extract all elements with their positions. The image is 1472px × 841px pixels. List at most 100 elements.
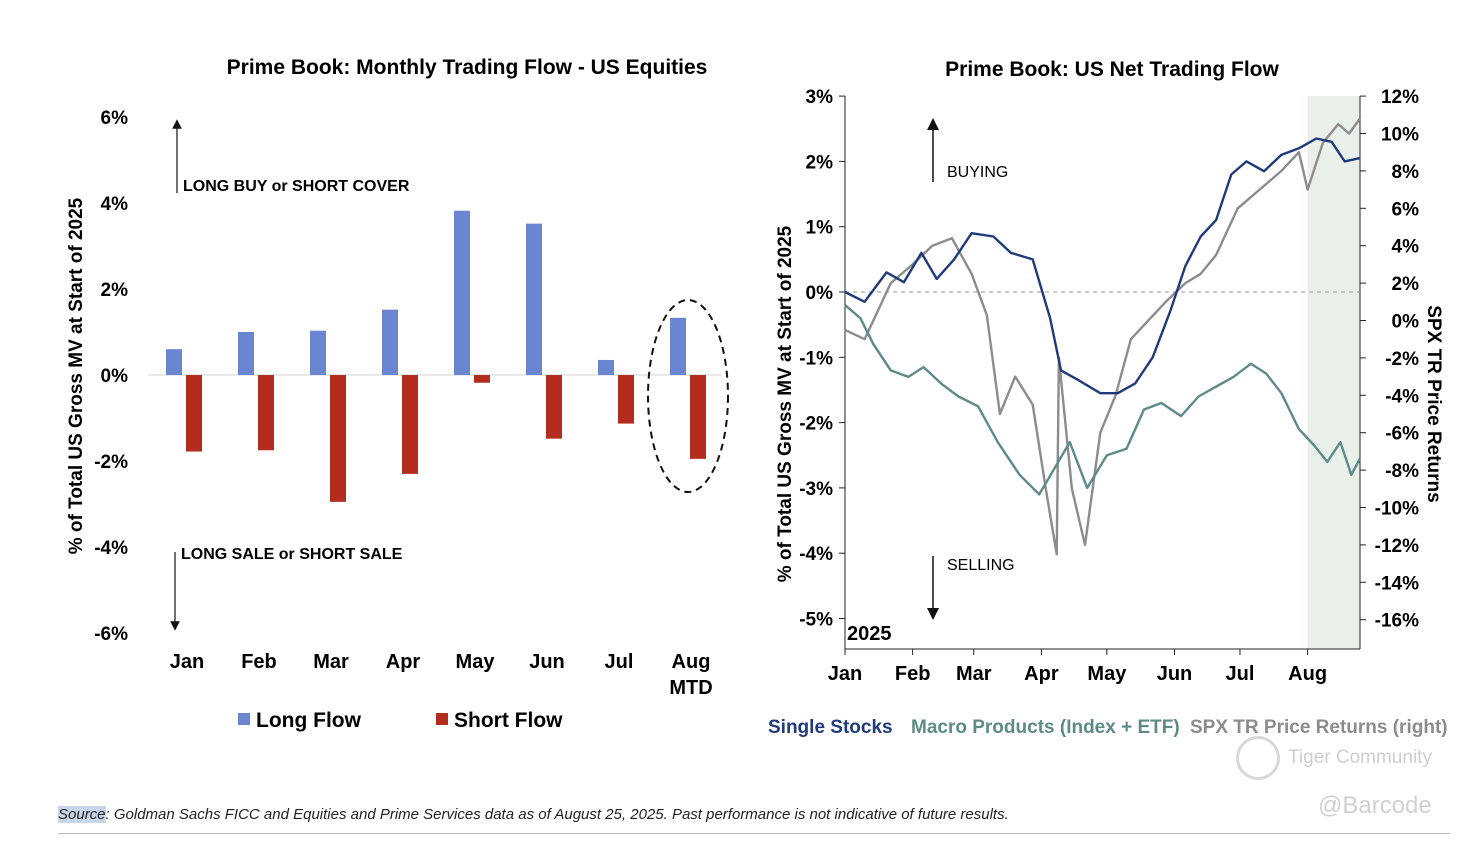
short-flow-bar: [258, 375, 274, 451]
right-x-tick-label: Mar: [956, 663, 992, 685]
right-left-tick-label: 1%: [806, 218, 834, 239]
short-flow-bar: [546, 375, 562, 439]
source-prefix: Source: [58, 806, 106, 823]
long-buy-annotation: LONG BUY or SHORT COVER: [183, 178, 410, 195]
left-bars: [166, 210, 706, 502]
right-left-tick-marks: [839, 95, 845, 619]
right-x-tick-label: Apr: [1024, 663, 1059, 685]
right-left-tick-label: -3%: [799, 479, 833, 500]
right-right-tick-label: -16%: [1375, 611, 1419, 632]
short-flow-bar: [330, 375, 346, 502]
right-x-tick-label: Aug: [1288, 663, 1327, 685]
legend-macro-products: Macro Products (Index + ETF): [911, 717, 1180, 738]
right-left-ticks: 3% 2% 1% 0% -1% -2% -3% -4% -5%: [799, 87, 833, 630]
left-chart-title: Prime Book: Monthly Trading Flow - US Eq…: [227, 56, 708, 79]
long-flow-bar: [238, 332, 254, 375]
right-x-ticks: Jan Feb Mar Apr May Jun Jul Aug: [828, 649, 1327, 685]
spx-returns-line: [844, 117, 1361, 556]
right-right-tick-label: 6%: [1392, 199, 1420, 220]
right-left-tick-label: -5%: [799, 610, 833, 631]
right-x-tick-label: Jun: [1157, 663, 1193, 685]
left-x-ticks: Jan Feb Mar Apr May Jun Jul Aug MTD: [170, 651, 713, 699]
short-flow-bar: [618, 375, 634, 424]
long-sale-annotation: LONG SALE or SHORT SALE: [181, 546, 403, 563]
left-x-tick-label: May: [456, 651, 496, 673]
long-flow-bar: [526, 223, 542, 375]
legend-spx-returns: SPX TR Price Returns (right): [1190, 717, 1448, 738]
right-right-tick-label: -12%: [1375, 536, 1419, 557]
left-x-tick-label: MTD: [669, 677, 712, 699]
short-flow-bar: [402, 375, 418, 474]
source-divider: [58, 833, 1450, 834]
net-flow-chart: Prime Book: US Net Trading Flow 3% 2% 1% 0%…: [768, 58, 1448, 738]
left-y-tick-label: 2%: [101, 280, 129, 301]
right-right-tick-label: -6%: [1385, 424, 1419, 445]
short-flow-bar: [474, 375, 490, 383]
right-x-tick-label: Jul: [1226, 663, 1255, 685]
source-note: Source: Goldman Sachs FICC and Equities …: [58, 806, 1009, 823]
right-x-tick-label: May: [1087, 663, 1127, 685]
left-x-tick-label: Jul: [605, 651, 634, 673]
august-shaded-region: [1307, 96, 1360, 649]
left-x-tick-label: Jan: [170, 651, 204, 673]
right-left-tick-label: -1%: [799, 348, 833, 369]
legend-long-swatch: [238, 713, 250, 725]
right-left-tick-label: 3%: [806, 87, 834, 108]
left-y-tick-label: 0%: [101, 366, 129, 387]
left-y-ticks: 6% 4% 2% 0% -2% -4% -6%: [94, 108, 128, 645]
left-y-tick-label: 6%: [101, 108, 129, 129]
right-x-tick-label: Feb: [895, 663, 931, 685]
legend-short-swatch: [436, 713, 448, 725]
aug-highlight-ellipse: [647, 299, 729, 493]
left-y-tick-label: -4%: [94, 538, 128, 559]
long-flow-bar: [382, 309, 398, 375]
right-left-tick-label: -2%: [799, 414, 833, 435]
long-flow-bar: [670, 317, 686, 375]
right-y-axis-label: % of Total US Gross MV at Start of 2025: [775, 225, 796, 582]
selling-label: SELLING: [947, 557, 1015, 574]
right-chart-title: Prime Book: US Net Trading Flow: [945, 58, 1279, 81]
right-right-tick-label: 2%: [1392, 274, 1420, 295]
long-flow-bar: [166, 349, 182, 375]
buying-label: BUYING: [947, 164, 1008, 181]
left-y-tick-label: -2%: [94, 452, 128, 473]
right-right-tick-label: 0%: [1392, 312, 1420, 333]
right-right-tick-label: -14%: [1375, 573, 1419, 594]
right-right-tick-label: 4%: [1392, 237, 1420, 258]
long-flow-bar: [454, 210, 470, 375]
monthly-flow-chart: Prime Book: Monthly Trading Flow - US Eq…: [66, 56, 729, 732]
short-flow-bar: [690, 375, 706, 459]
legend-short-label: Short Flow: [454, 709, 563, 732]
macro-products-line: [844, 304, 1362, 496]
left-y-tick-label: -6%: [94, 624, 128, 645]
barcode-watermark: @Barcode: [1318, 792, 1432, 819]
single-stocks-line: [844, 137, 1361, 395]
long-flow-bar: [310, 330, 326, 375]
legend-long-label: Long Flow: [256, 709, 362, 732]
source-text: : Goldman Sachs FICC and Equities and Pr…: [105, 806, 1009, 823]
right-left-tick-label: 0%: [806, 283, 834, 304]
right-right-tick-label: -4%: [1385, 386, 1419, 407]
right-x-tick-label: Jan: [828, 663, 862, 685]
left-x-tick-label: Apr: [386, 651, 421, 673]
long-flow-bar: [598, 359, 614, 375]
legend-single-stocks: Single Stocks: [768, 717, 893, 738]
left-x-tick-label: Jun: [529, 651, 565, 673]
tiger-logo-icon: [1236, 736, 1280, 780]
right-left-tick-label: 2%: [806, 152, 834, 173]
left-x-tick-label: Feb: [241, 651, 277, 673]
left-x-tick-label: Mar: [313, 651, 349, 673]
watermark-community-text: Tiger Community: [1288, 747, 1432, 768]
left-x-tick-label: Aug: [672, 651, 711, 673]
right-secondary-axis-label: SPX TR Price Returns: [1423, 305, 1444, 502]
right-right-tick-label: -8%: [1385, 461, 1419, 482]
right-lines: [844, 117, 1362, 556]
short-flow-bar: [186, 375, 202, 452]
left-y-axis-label: % of Total US Gross MV at Start of 2025: [66, 197, 87, 554]
year-label: 2025: [847, 623, 892, 645]
right-right-tick-label: -10%: [1375, 499, 1419, 520]
left-legend: Long Flow Short Flow: [238, 709, 563, 732]
right-legend: Single Stocks Macro Products (Index + ET…: [768, 717, 1448, 738]
right-right-tick-label: -2%: [1385, 349, 1419, 370]
